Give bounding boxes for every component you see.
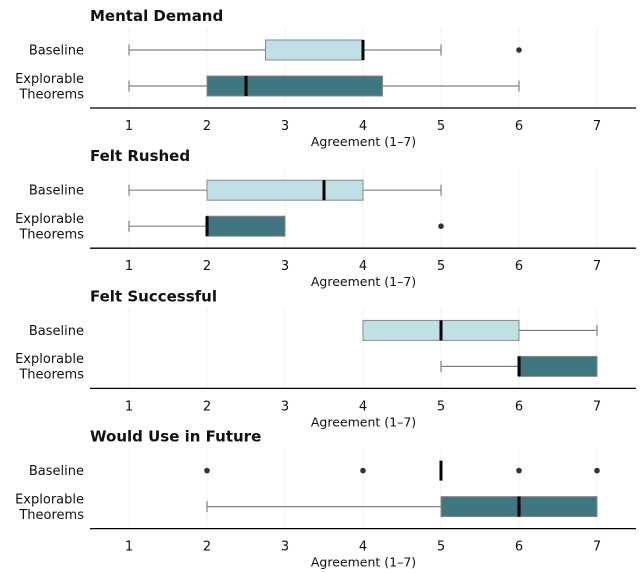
x-axis-label: Agreement (1–7) [311, 134, 416, 149]
panel-title: Felt Rushed [90, 147, 190, 165]
x-tick-label: 1 [125, 259, 133, 274]
x-tick-label: 3 [281, 259, 289, 274]
outlier-point [360, 467, 366, 474]
x-tick-label: 5 [437, 399, 445, 414]
x-tick-label: 6 [515, 399, 523, 414]
x-axis-label: Agreement (1–7) [311, 414, 416, 429]
category-label: Theorems [18, 227, 84, 242]
chart-panel: Would Use in Future Baseline ExplorableThe… [15, 428, 636, 570]
x-tick-label: 7 [593, 119, 601, 134]
x-axis-label: Agreement (1–7) [311, 274, 416, 289]
x-tick-label: 6 [515, 119, 523, 134]
category-label: Explorable [15, 352, 84, 367]
x-tick-label: 6 [515, 259, 523, 274]
x-tick-label: 1 [125, 399, 133, 414]
category-label: Baseline [29, 44, 84, 59]
x-tick-label: 4 [359, 540, 367, 555]
box [206, 215, 286, 237]
box [518, 355, 598, 377]
category-label: Explorable [15, 492, 84, 507]
x-tick-label: 7 [593, 399, 601, 414]
x-tick-label: 2 [203, 399, 211, 414]
x-tick-label: 4 [359, 399, 367, 414]
x-tick-label: 5 [437, 119, 445, 134]
x-tick-label: 3 [281, 119, 289, 134]
x-tick-label: 2 [203, 259, 211, 274]
x-tick-label: 6 [515, 540, 523, 555]
category-label: Baseline [29, 464, 84, 479]
x-tick-label: 5 [437, 259, 445, 274]
x-tick-label: 5 [437, 540, 445, 555]
category-label: Theorems [18, 368, 84, 383]
panel-title: Mental Demand [90, 7, 223, 25]
category-label: Theorems [18, 508, 84, 523]
outlier-point [594, 467, 600, 474]
outlier-point [516, 467, 522, 474]
x-tick-label: 3 [281, 540, 289, 555]
outlier-point [516, 47, 522, 53]
box [206, 179, 364, 201]
x-tick-label: 2 [203, 540, 211, 555]
x-tick-label: 1 [125, 540, 133, 555]
x-axis-label: Agreement (1–7) [311, 555, 416, 570]
x-tick-label: 2 [203, 119, 211, 134]
category-label: Theorems [18, 87, 84, 102]
panel-title: Felt Successful [90, 287, 217, 305]
x-tick-label: 1 [125, 119, 133, 134]
outlier-point [438, 223, 444, 229]
x-tick-label: 4 [359, 119, 367, 134]
category-label: Explorable [15, 72, 84, 87]
category-label: Baseline [29, 184, 84, 199]
panel-title: Would Use in Future [90, 428, 261, 446]
category-label: Explorable [15, 212, 84, 227]
box [206, 75, 383, 97]
x-tick-label: 3 [281, 399, 289, 414]
x-tick-label: 4 [359, 259, 367, 274]
x-tick-label: 7 [593, 540, 601, 555]
x-tick-label: 7 [593, 259, 601, 274]
box [265, 39, 364, 61]
category-label: Baseline [29, 324, 84, 339]
outlier-point [204, 467, 210, 474]
chart-panel: Felt Successful Baseline ExplorableTheorem… [15, 287, 636, 429]
